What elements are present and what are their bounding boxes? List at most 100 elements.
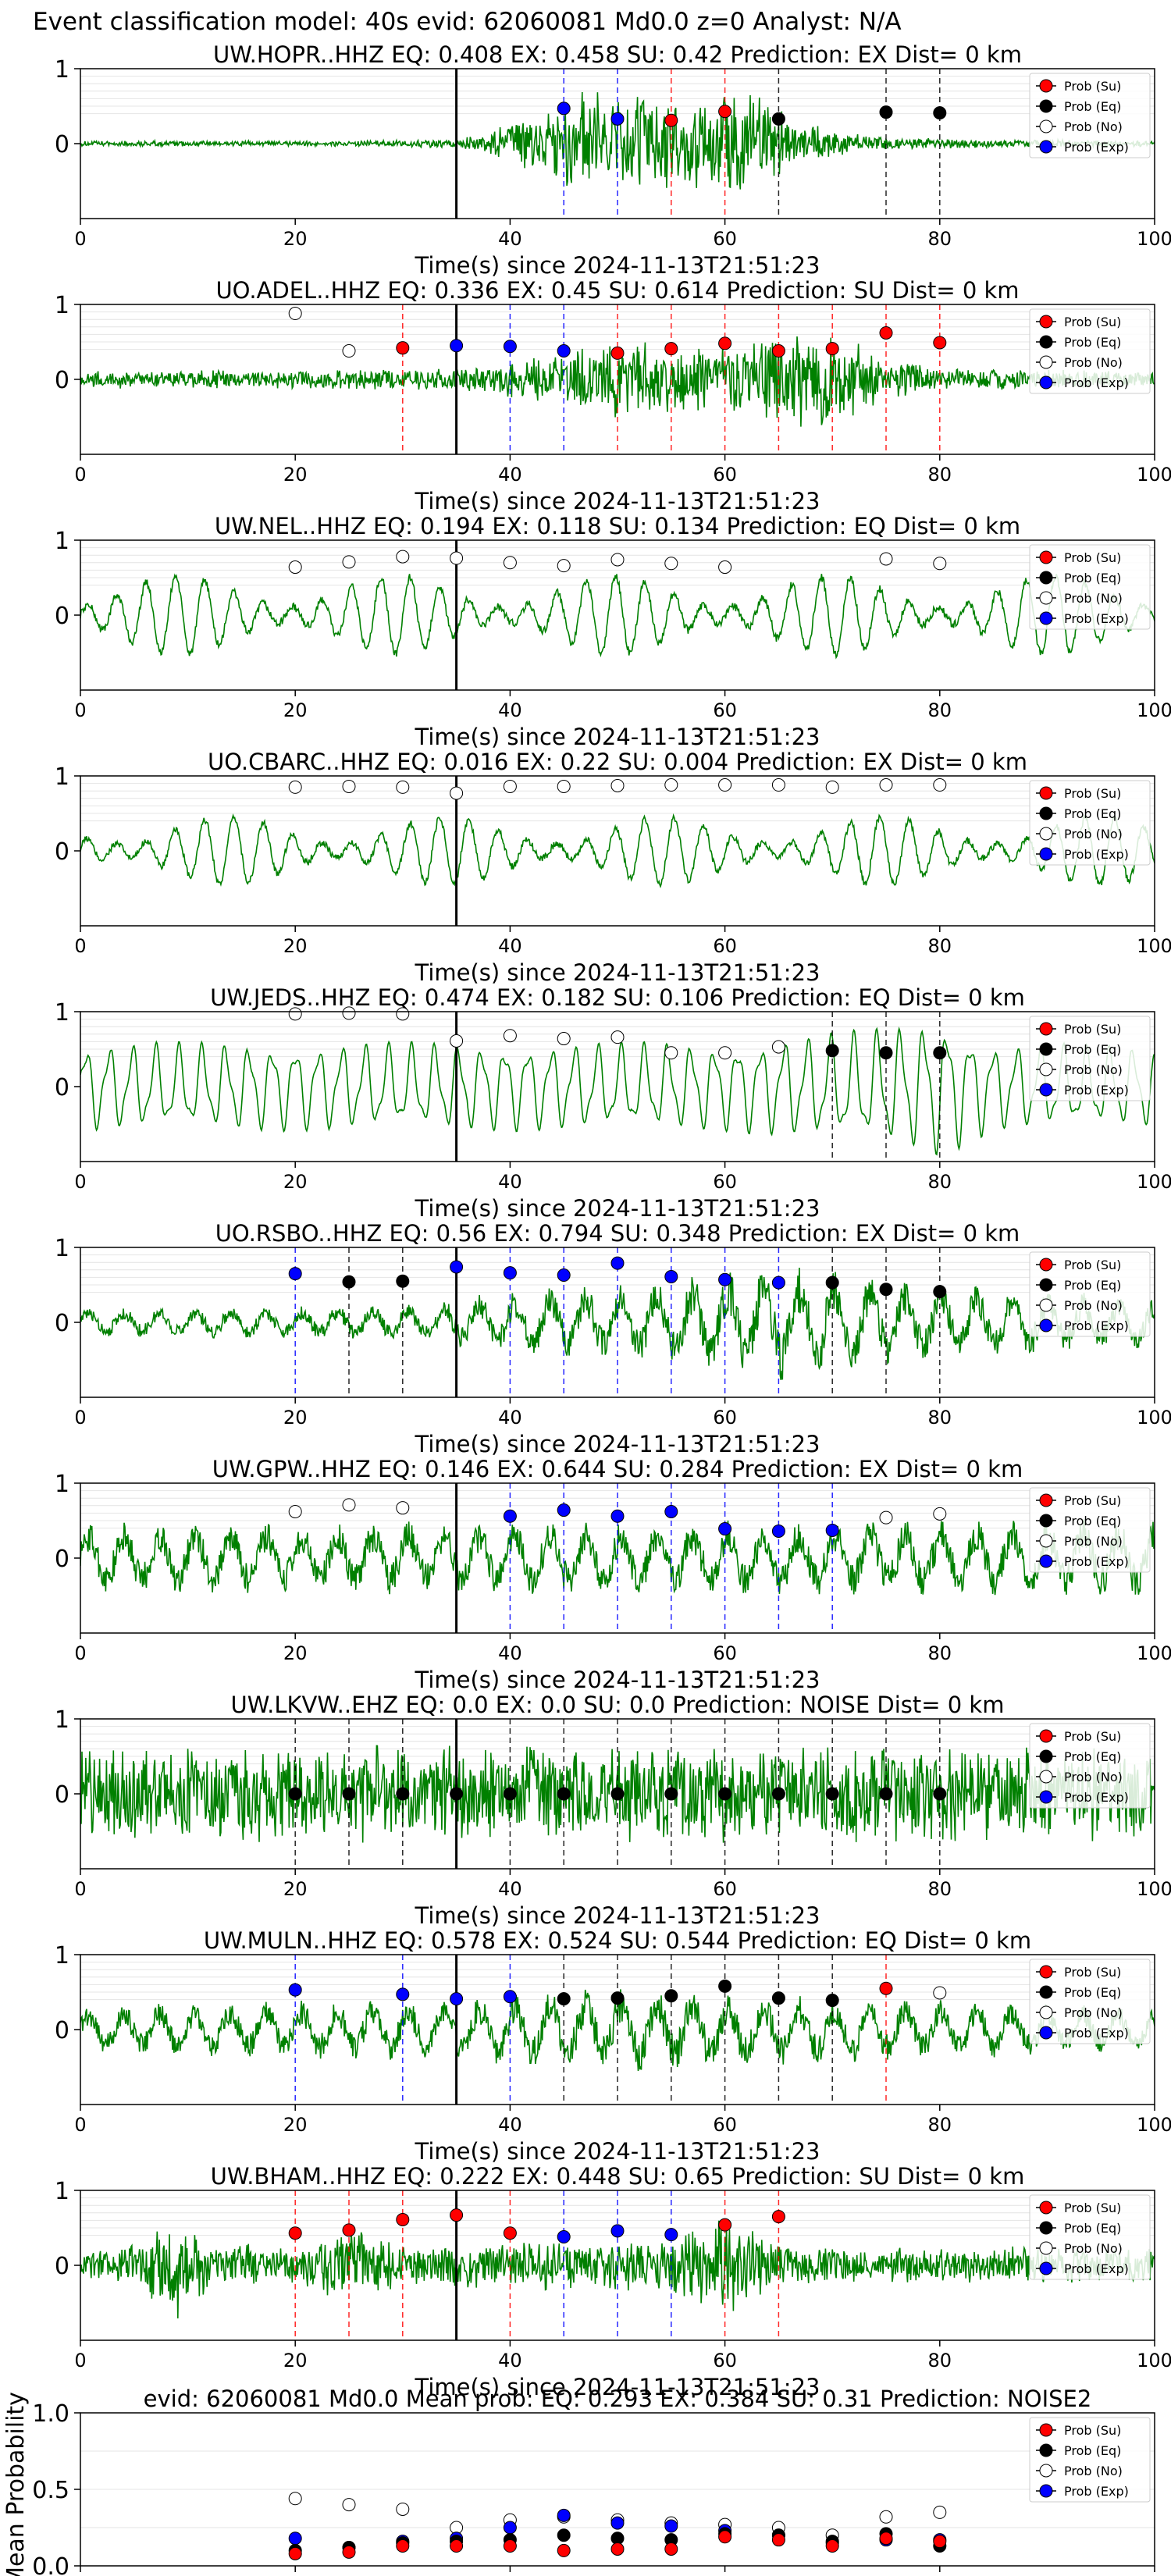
x-tick-label: 100 <box>1137 2350 1171 2371</box>
prob-marker-eq <box>664 1989 678 2003</box>
prob-marker-no <box>450 786 464 800</box>
prob-marker-no <box>557 559 571 573</box>
x-tick-label: 0 <box>74 1407 86 1429</box>
x-tick-label: 40 <box>498 935 522 957</box>
y-tick-label: 0 <box>55 1781 69 1809</box>
legend-marker-no <box>1039 1534 1053 1548</box>
x-tick-label: 60 <box>713 464 737 486</box>
x-tick-label: 40 <box>498 1171 522 1193</box>
x-tick-label: 100 <box>1137 1407 1171 1429</box>
prob-marker-no <box>396 550 410 564</box>
prob-marker-no <box>342 779 356 793</box>
panel-title: UW.HOPR..HHZ EQ: 0.408 EX: 0.458 SU: 0.4… <box>213 41 1022 68</box>
legend-marker-exp <box>1039 2484 1053 2498</box>
prob-marker-exp <box>503 1990 517 2004</box>
x-tick-label: 80 <box>928 1642 952 1664</box>
y-tick-label: 0 <box>55 131 69 158</box>
x-tick-label: 0 <box>74 464 86 486</box>
x-tick-label: 0 <box>74 2350 86 2371</box>
waveform <box>80 573 1155 660</box>
x-tick-label: 0 <box>74 1642 86 1664</box>
x-tick-label: 20 <box>283 2350 308 2371</box>
x-tick-label: 40 <box>498 1878 522 1900</box>
waveform <box>80 1026 1155 1156</box>
legend-box <box>1029 1251 1151 1337</box>
panel-6: UW.GPW..HHZ EQ: 0.146 EX: 0.644 SU: 0.28… <box>55 1456 1171 1693</box>
prob-marker-no <box>503 556 517 570</box>
x-tick-label: 100 <box>1137 699 1171 721</box>
x-tick-label: 100 <box>1137 1878 1171 1900</box>
prob-marker-exp <box>503 1266 517 1280</box>
x-axis-label: Time(s) since 2024-11-13T21:51:23 <box>415 1431 820 1457</box>
panel-10: evid: 62060081 Md0.0 Mean prob: EQ: 0.29… <box>2 2386 1171 2576</box>
legend-marker-exp <box>1039 2261 1053 2275</box>
legend-label-exp: Prob (Exp) <box>1064 2484 1129 2499</box>
prob-marker-no <box>503 1029 517 1043</box>
legend-label-no: Prob (No) <box>1064 2005 1123 2020</box>
prob-marker-no <box>825 780 839 794</box>
prob-marker-no <box>288 1504 302 1518</box>
prob-marker-su <box>879 1981 893 1995</box>
mean-marker-su <box>825 2539 839 2553</box>
prob-marker-exp <box>288 1267 302 1281</box>
x-tick-label: 100 <box>1137 935 1171 957</box>
prob-marker-exp <box>664 1504 678 1518</box>
x-tick-label: 40 <box>498 699 522 721</box>
prob-marker-su <box>396 2212 410 2226</box>
mean-marker-su <box>396 2539 410 2553</box>
prob-marker-exp <box>771 1524 785 1538</box>
prob-marker-exp <box>557 344 571 358</box>
legend-box <box>1029 2417 1151 2503</box>
x-tick-label: 0 <box>74 699 86 721</box>
legend-label-no: Prob (No) <box>1064 827 1123 841</box>
y-tick-label: 0 <box>55 1546 69 1573</box>
prob-marker-eq <box>610 1787 625 1801</box>
legend-box <box>1029 544 1151 630</box>
legend-marker-eq <box>1039 1985 1053 1999</box>
panel-title: UW.LKVW..EHZ EQ: 0.0 EX: 0.0 SU: 0.0 Pre… <box>231 1692 1005 1718</box>
y-tick-label: 1 <box>55 2178 69 2205</box>
prob-marker-no <box>450 1034 464 1048</box>
y-axis-label: Mean Probability <box>2 2392 30 2576</box>
prob-marker-eq <box>879 1283 893 1297</box>
prob-marker-eq <box>771 1991 785 2005</box>
prob-marker-exp <box>557 1268 571 1283</box>
mean-marker-su <box>933 2535 947 2549</box>
x-tick-label: 80 <box>928 228 952 250</box>
x-tick-label: 20 <box>283 1171 308 1193</box>
prob-marker-su <box>288 2226 302 2240</box>
legend-marker-su <box>1039 1729 1053 1743</box>
x-tick-label: 60 <box>713 2114 737 2136</box>
y-tick-label: 1 <box>55 56 69 84</box>
prob-marker-su <box>610 346 625 360</box>
prob-marker-su <box>825 342 839 356</box>
x-tick-label: 60 <box>713 1642 737 1664</box>
x-tick-label: 0 <box>74 1171 86 1193</box>
legend-marker-no <box>1039 355 1053 369</box>
legend-label-eq: Prob (Eq) <box>1064 1514 1121 1528</box>
legend-marker-no <box>1039 2464 1053 2478</box>
legend-label-su: Prob (Su) <box>1064 315 1121 329</box>
prob-marker-no <box>664 1046 678 1060</box>
prob-marker-eq <box>610 1991 625 2005</box>
prob-marker-exp <box>450 1260 464 1274</box>
x-tick-label: 60 <box>713 1171 737 1193</box>
legend-marker-su <box>1039 315 1053 329</box>
mean-marker-no <box>933 2505 947 2519</box>
panel-title: evid: 62060081 Md0.0 Mean prob: EQ: 0.29… <box>144 2386 1092 2412</box>
prob-marker-exp <box>825 1523 839 1537</box>
panel-title: UW.BHAM..HHZ EQ: 0.222 EX: 0.448 SU: 0.6… <box>211 2163 1025 2190</box>
legend-box <box>1029 1016 1151 1101</box>
legend-marker-no <box>1039 2005 1053 2019</box>
prob-marker-no <box>718 1046 732 1060</box>
mean-marker-su <box>771 2533 785 2547</box>
prob-marker-exp <box>664 2228 678 2242</box>
x-tick-label: 40 <box>498 2114 522 2136</box>
legend-marker-su <box>1039 786 1053 800</box>
legend-marker-no <box>1039 1298 1053 1312</box>
panel-title: UW.MULN..HHZ EQ: 0.578 EX: 0.524 SU: 0.5… <box>204 1927 1031 1954</box>
legend-label-su: Prob (Su) <box>1064 550 1121 565</box>
x-tick-label: 80 <box>928 464 952 486</box>
prob-marker-eq <box>825 1994 839 2008</box>
